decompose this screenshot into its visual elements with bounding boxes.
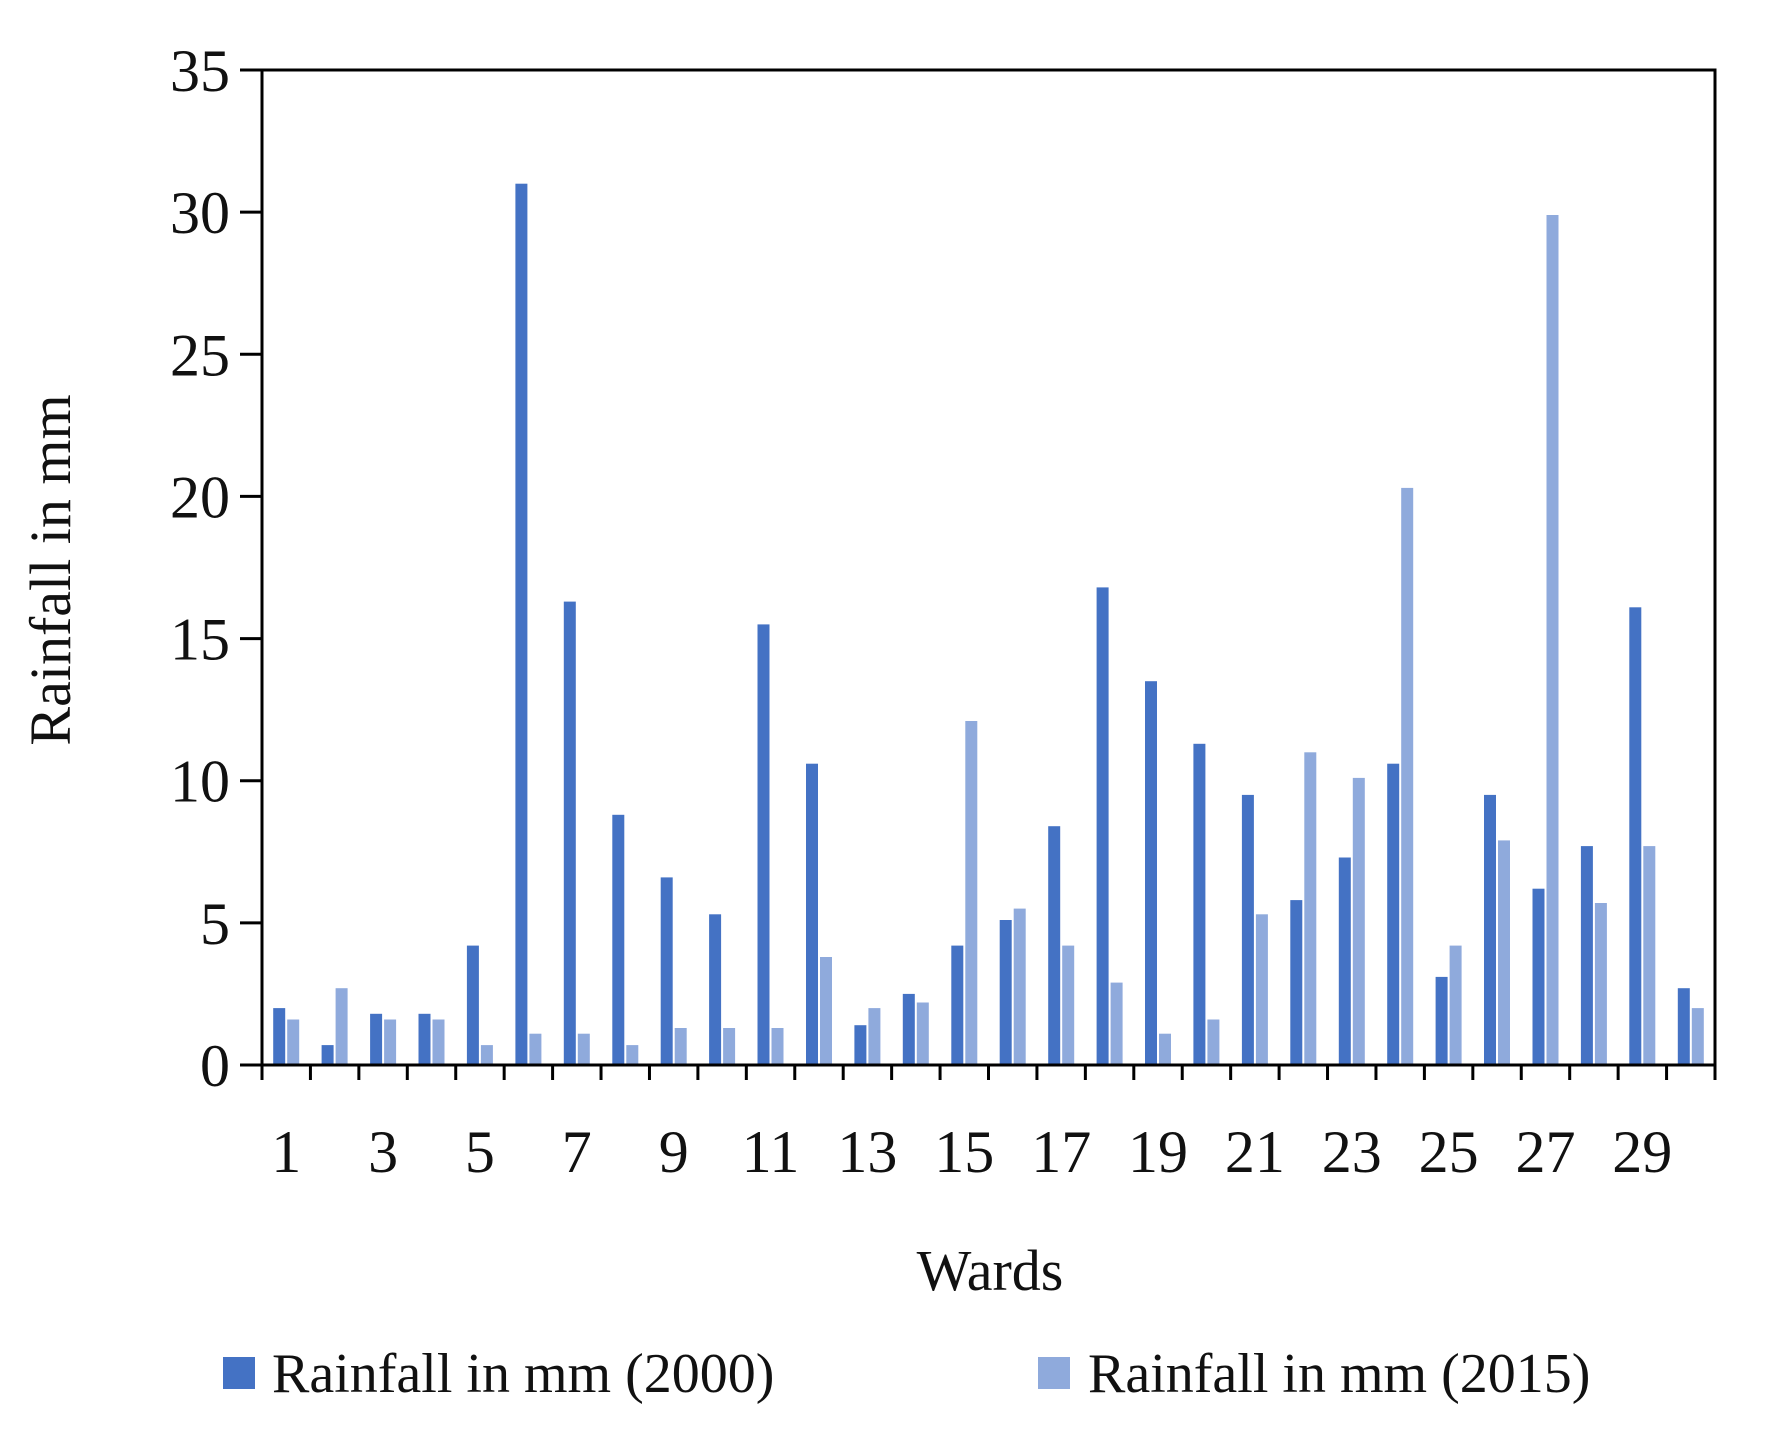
y-tick-label-5: 5 <box>200 891 230 957</box>
bar-2015-ward-6 <box>529 1033 542 1065</box>
legend-swatch-2000 <box>223 1357 255 1389</box>
legend: Rainfall in mm (2000) Rainfall in mm (20… <box>223 1343 1590 1405</box>
y-tick-label-20: 20 <box>170 464 230 530</box>
bar-2000-ward-11 <box>757 624 770 1065</box>
y-tick-label-35: 35 <box>170 38 230 104</box>
legend-swatch-2015 <box>1038 1357 1070 1389</box>
y-tick-label-25: 25 <box>170 322 230 388</box>
x-tick-label-17: 17 <box>1031 1119 1091 1185</box>
bar-2000-ward-10 <box>709 914 722 1065</box>
bar-2015-ward-22 <box>1304 752 1317 1065</box>
bar-2000-ward-12 <box>806 763 818 1065</box>
bar-2015-ward-18 <box>1110 982 1123 1065</box>
bar-2000-ward-1 <box>273 1008 286 1065</box>
bar-2015-ward-16 <box>1013 908 1026 1065</box>
bar-2000-ward-24 <box>1387 763 1400 1065</box>
bar-2015-ward-19 <box>1159 1033 1171 1065</box>
y-axis-label: Rainfall in mm <box>18 394 83 745</box>
bar-2000-ward-8 <box>612 814 625 1065</box>
bar-2015-ward-1 <box>287 1019 300 1065</box>
bar-2000-ward-2 <box>321 1045 334 1065</box>
bar-2000-ward-28 <box>1580 846 1593 1065</box>
bar-2000-ward-4 <box>418 1013 431 1065</box>
bar-2015-ward-15 <box>965 721 978 1065</box>
bar-2015-ward-3 <box>384 1019 397 1065</box>
bar-2015-ward-17 <box>1062 945 1075 1065</box>
bar-2000-ward-3 <box>370 1013 383 1065</box>
bar-2000-ward-7 <box>563 601 576 1065</box>
bar-2015-ward-13 <box>868 1008 881 1065</box>
y-tick-label-15: 15 <box>170 607 230 673</box>
bar-2000-ward-26 <box>1484 794 1496 1065</box>
bar-2015-ward-4 <box>432 1019 445 1065</box>
x-tick-label-25: 25 <box>1419 1119 1479 1185</box>
bar-2015-ward-23 <box>1352 777 1365 1065</box>
bar-2015-ward-20 <box>1207 1019 1220 1065</box>
bar-2000-ward-13 <box>854 1025 867 1065</box>
bar-2015-ward-30 <box>1691 1008 1704 1065</box>
plot-frame <box>260 68 1717 1067</box>
bar-2015-ward-26 <box>1498 840 1510 1065</box>
x-tick-label-23: 23 <box>1322 1119 1382 1185</box>
x-tick-label-9: 9 <box>659 1119 689 1185</box>
legend-label-2015: Rainfall in mm (2015) <box>1088 1343 1590 1405</box>
x-tick-label-7: 7 <box>562 1119 592 1185</box>
bar-2015-ward-14 <box>916 1002 929 1065</box>
x-tick-label-15: 15 <box>934 1119 994 1185</box>
y-tick-label-10: 10 <box>170 749 230 815</box>
x-tick-label-3: 3 <box>368 1119 398 1185</box>
bar-2000-ward-14 <box>902 993 915 1065</box>
bar-2000-ward-25 <box>1435 976 1448 1065</box>
bar-2000-ward-18 <box>1096 587 1109 1065</box>
bar-2015-ward-24 <box>1401 487 1414 1065</box>
bar-2000-ward-19 <box>1145 681 1157 1065</box>
bar-2000-ward-16 <box>999 920 1012 1065</box>
bar-2000-ward-20 <box>1193 743 1206 1065</box>
bar-2015-ward-9 <box>674 1028 687 1065</box>
bar-2015-ward-2 <box>335 988 348 1065</box>
bar-2000-ward-23 <box>1338 857 1351 1065</box>
bar-2015-ward-25 <box>1449 945 1462 1065</box>
bar-2015-ward-21 <box>1255 914 1268 1065</box>
bar-2000-ward-29 <box>1629 607 1642 1065</box>
x-tick-label-27: 27 <box>1516 1119 1576 1185</box>
x-tick-label-13: 13 <box>837 1119 897 1185</box>
bar-2000-ward-17 <box>1048 826 1061 1065</box>
x-tick-label-11: 11 <box>742 1119 800 1185</box>
x-tick-label-29: 29 <box>1612 1119 1672 1185</box>
bar-2000-ward-21 <box>1241 794 1254 1065</box>
bar-2000-ward-22 <box>1290 900 1303 1065</box>
bar-2000-ward-30 <box>1677 988 1690 1065</box>
bar-2000-ward-27 <box>1532 888 1545 1065</box>
bar-2015-ward-27 <box>1546 215 1559 1065</box>
legend-label-2000: Rainfall in mm (2000) <box>272 1343 774 1405</box>
bar-2015-ward-10 <box>723 1028 736 1065</box>
x-axis-label: Wards <box>917 1238 1064 1303</box>
x-tick-label-21: 21 <box>1225 1119 1285 1185</box>
bar-2015-ward-11 <box>771 1028 784 1065</box>
bar-2000-ward-9 <box>660 877 673 1065</box>
bar-2015-ward-28 <box>1594 903 1607 1065</box>
x-tick-label-1: 1 <box>271 1119 301 1185</box>
y-tick-label-30: 30 <box>170 180 230 246</box>
bar-2015-ward-5 <box>480 1045 493 1065</box>
bar-2000-ward-15 <box>951 945 964 1065</box>
bar-2015-ward-29 <box>1643 846 1656 1065</box>
bar-2015-ward-7 <box>577 1033 590 1065</box>
bar-2000-ward-5 <box>466 945 479 1065</box>
bar-2015-ward-12 <box>820 957 832 1065</box>
y-tick-label-0: 0 <box>200 1033 230 1099</box>
x-tick-label-5: 5 <box>465 1119 495 1185</box>
bar-2015-ward-8 <box>626 1045 639 1065</box>
bar-2000-ward-6 <box>515 183 528 1065</box>
x-tick-label-19: 19 <box>1128 1119 1188 1185</box>
bars-layer <box>273 183 1704 1065</box>
